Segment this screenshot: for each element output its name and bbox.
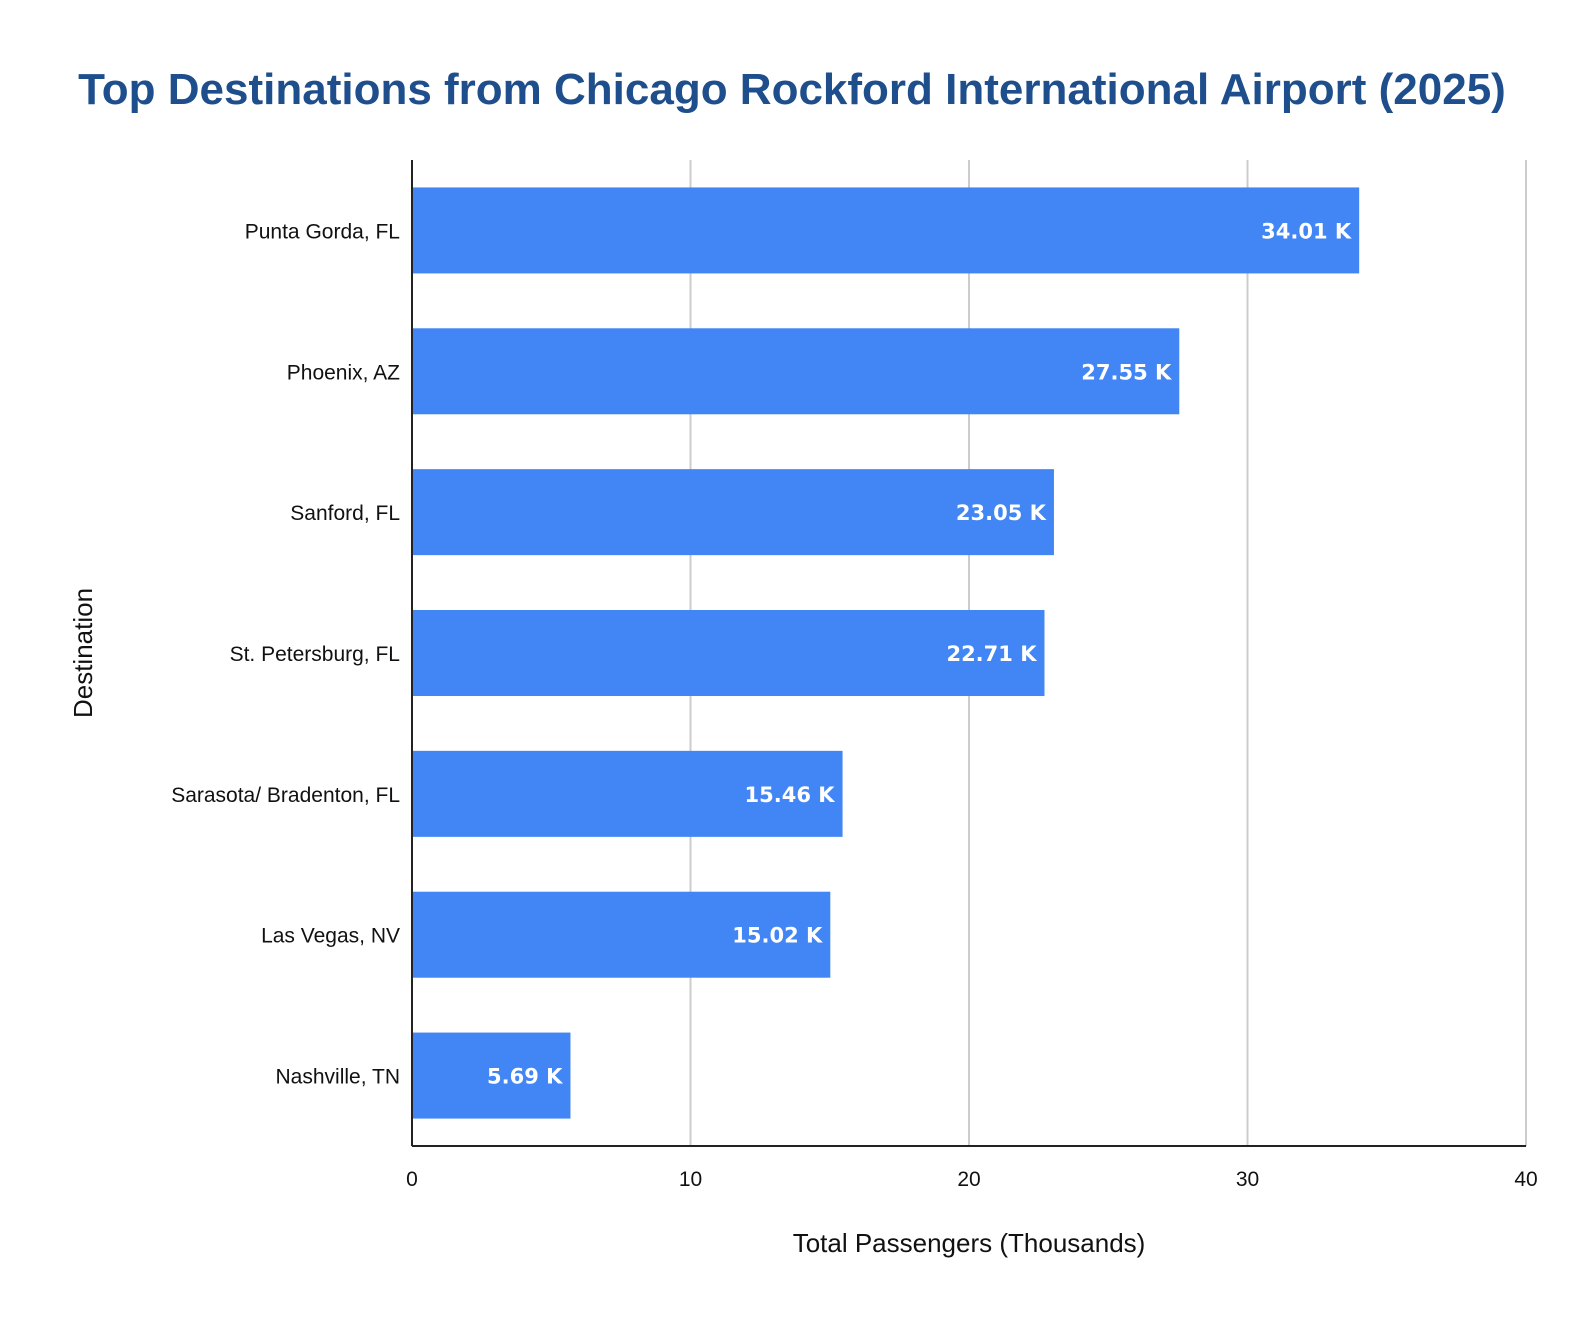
bar — [412, 750, 843, 837]
x-tick-label: 10 — [679, 1168, 702, 1191]
bar — [412, 610, 1045, 696]
x-tick-label: 30 — [1236, 1168, 1259, 1191]
data-label: 15.46 K — [745, 783, 836, 807]
bar — [412, 328, 1180, 415]
data-label: 27.55 K — [1081, 360, 1172, 384]
x-tick-label: 40 — [1514, 1168, 1537, 1191]
bar — [412, 1032, 571, 1119]
chart-title: Top Destinations from Chicago Rockford I… — [78, 65, 1506, 114]
labels: 0 10 20 30 40 Punta Gorda, FL 34.01 K Phoenix, … — [68, 219, 1538, 1258]
data-label: 15.02 K — [732, 924, 823, 948]
x-tick-label: 0 — [406, 1168, 418, 1191]
bars — [412, 187, 1360, 1119]
category-label: Phoenix, AZ — [287, 361, 400, 384]
data-label: 23.05 K — [956, 501, 1047, 525]
x-axis-title: Total Passengers (Thousands) — [793, 1228, 1146, 1258]
category-label: Sarasota/ Bradenton, FL — [171, 784, 400, 807]
bar — [412, 187, 1360, 274]
y-axis-title: Destination — [68, 588, 98, 718]
category-label: Las Vegas, NV — [261, 925, 400, 948]
data-label: 22.71 K — [946, 642, 1037, 666]
x-tick-label: 20 — [957, 1168, 980, 1191]
bar — [412, 891, 831, 978]
axes — [411, 160, 1526, 1147]
category-label: Punta Gorda, FL — [245, 220, 400, 243]
category-label: Nashville, TN — [276, 1066, 400, 1089]
category-label: Sanford, FL — [290, 502, 400, 525]
data-label: 5.69 K — [487, 1065, 563, 1089]
bar — [412, 469, 1054, 556]
data-label: 34.01 K — [1261, 219, 1352, 243]
category-label: St. Petersburg, FL — [230, 643, 400, 666]
